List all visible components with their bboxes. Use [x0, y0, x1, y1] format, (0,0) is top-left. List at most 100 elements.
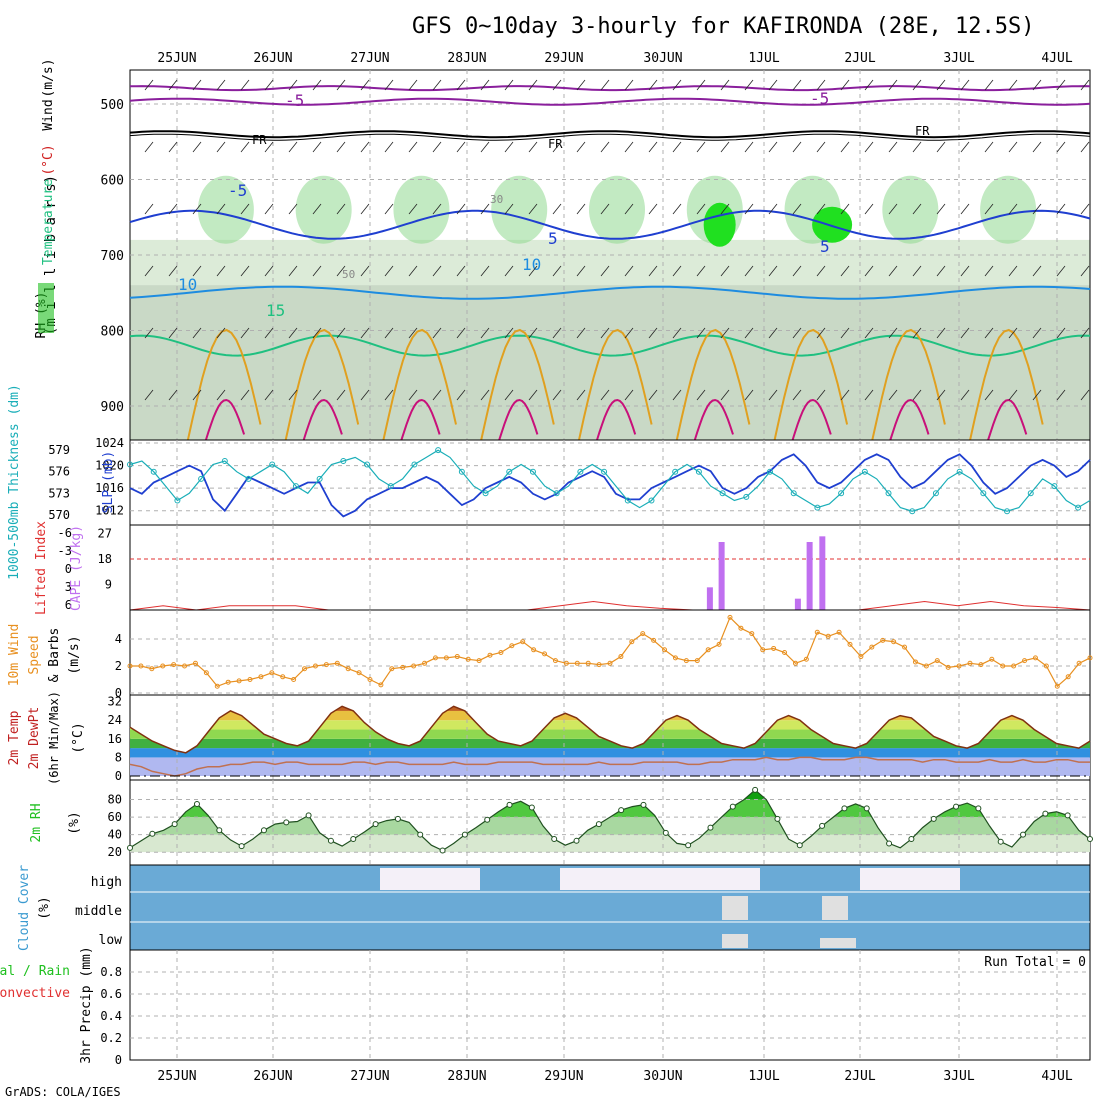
cape-tick-label: 27 — [98, 527, 112, 541]
pressure-tick-label: 800 — [101, 325, 124, 340]
date-label-top: 4JUL — [1041, 51, 1072, 66]
wind-barb — [360, 327, 370, 339]
thickness-point — [435, 447, 442, 454]
cape-frame — [129, 524, 1091, 611]
thickness-point — [221, 457, 228, 464]
wind-speed-point — [269, 670, 275, 676]
wind-barb — [1032, 79, 1042, 91]
wind-speed-point — [727, 614, 733, 620]
wind-barb — [984, 203, 994, 215]
wind-barb — [1008, 265, 1018, 277]
wind-barb — [936, 327, 946, 339]
isotherm-hot-arch-4 — [498, 398, 539, 441]
wind-speed-point — [422, 660, 428, 666]
wind-speed-point — [902, 644, 908, 650]
rh-blob-5 — [589, 175, 645, 244]
wind-barb — [912, 265, 922, 277]
wind-ylabel-1: 10m Wind — [7, 624, 22, 687]
wind-barb — [336, 389, 346, 401]
wind-barb — [456, 141, 466, 153]
wind-barb — [336, 203, 346, 215]
rh-point — [417, 831, 424, 838]
wind-barb — [552, 79, 562, 91]
wind-barb — [864, 327, 874, 339]
wind-speed-point — [618, 654, 624, 660]
wind-barb — [312, 265, 322, 277]
wind-speed-point — [749, 631, 755, 637]
wind-barb — [264, 203, 274, 215]
wind-barb — [480, 141, 490, 153]
wind-speed-point — [574, 660, 580, 666]
wind-ylabel-3: & Barbs — [47, 628, 62, 683]
wind-barb — [216, 203, 226, 215]
rh-point — [238, 843, 245, 850]
wind-speed-point — [836, 629, 842, 635]
date-label-top: 2JUL — [844, 51, 875, 66]
wind-barb — [384, 203, 394, 215]
cape-bar — [794, 598, 801, 610]
thickness-point — [885, 490, 892, 497]
wind-barb — [984, 141, 994, 153]
temp-tick-label: 24 — [108, 713, 122, 727]
thickness-point — [980, 490, 987, 497]
wind-barb — [1080, 141, 1090, 153]
wind-speed-point — [454, 654, 460, 660]
wind-speed-point — [356, 670, 362, 676]
wind-speed-point — [596, 662, 602, 668]
wind-barb — [312, 79, 322, 91]
temp-tick-label: 32 — [108, 695, 122, 709]
wind-barb — [1056, 203, 1066, 215]
wind-barb — [264, 327, 274, 339]
wind-barb — [504, 203, 514, 215]
thickness-point — [292, 483, 299, 490]
thickness-point — [814, 504, 821, 511]
rh-band — [130, 789, 1090, 800]
date-label-top: 30JUN — [643, 51, 682, 66]
contour-label-fr-2: FR — [548, 137, 563, 151]
wind-speed-point — [498, 650, 504, 655]
wind-barb — [840, 265, 850, 277]
rh-band — [130, 834, 1090, 853]
isotherm-hot-arch-7 — [791, 398, 832, 441]
wind-barb — [192, 79, 202, 91]
wind-speed-point — [138, 663, 144, 669]
wind-barb — [216, 141, 226, 153]
thickness-point — [553, 490, 560, 497]
wind-barb — [240, 203, 250, 215]
wind-barb — [768, 203, 778, 215]
date-label-bottom: 30JUN — [643, 1069, 682, 1084]
wind-barb — [312, 389, 322, 401]
wind-speed-point — [716, 641, 722, 647]
date-label-top: 29JUN — [544, 51, 583, 66]
wind-barb — [864, 141, 874, 153]
wind-barb — [816, 203, 826, 215]
thickness-tick-label: 570 — [48, 508, 70, 522]
wind-barb — [456, 389, 466, 401]
wind-barb — [768, 79, 778, 91]
cloud-ylabel: Cloud Cover — [17, 865, 32, 951]
temp-ylabel-3: (6hr Min/Max) — [47, 691, 61, 785]
date-label-top: 1JUL — [748, 51, 779, 66]
wind-speed-point — [694, 658, 700, 664]
wind-barb — [552, 389, 562, 401]
pressure-tick-label: 900 — [101, 400, 124, 415]
rh-point — [997, 838, 1004, 845]
rh-point — [283, 819, 290, 826]
isotherm-15 — [129, 334, 1091, 357]
date-label-bottom: 25JUN — [157, 1069, 196, 1084]
thickness-point — [601, 468, 608, 475]
isotherm-hot-arch-3 — [400, 398, 441, 441]
thickness-point — [529, 468, 536, 475]
isotherm-warm-arch-1 — [186, 328, 262, 441]
precip-tick-label: 0.8 — [100, 965, 122, 979]
rh-point — [171, 821, 178, 828]
cloud-middle-block — [722, 896, 748, 920]
wind-barb — [576, 389, 586, 401]
wind-speed-point — [1065, 674, 1071, 680]
wind-barb — [336, 141, 346, 153]
wind-barb — [864, 389, 874, 401]
wind-speed-point — [225, 679, 231, 685]
rh-blob-2 — [295, 175, 352, 244]
rh-band — [130, 817, 1090, 835]
slp-line — [129, 453, 1091, 518]
